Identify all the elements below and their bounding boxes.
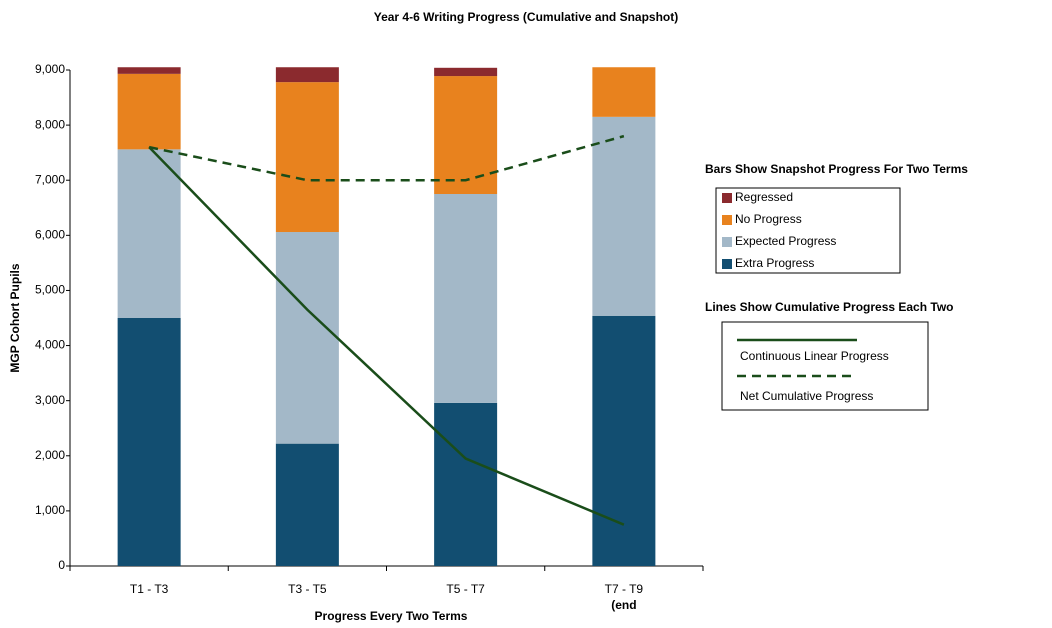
bar-segment (434, 194, 498, 403)
legend-label: Expected Progress (735, 234, 836, 248)
legend-box (721, 321, 929, 411)
bar-segment (592, 67, 656, 117)
bar-segment (592, 116, 656, 316)
chart-title: Year 4-6 Writing Progress (Cumulative an… (374, 10, 679, 24)
bar-segment (275, 232, 339, 444)
x-tick-label: T7 - T9 (end (605, 582, 644, 612)
line (148, 146, 625, 526)
bar-segment (275, 82, 339, 233)
y-tick-label: 3,000 (35, 393, 65, 407)
legend-label: Continuous Linear Progress (740, 349, 889, 363)
legend-label: Net Cumulative Progress (740, 389, 873, 403)
y-tick-label: 6,000 (35, 228, 65, 242)
x-axis-label: Progress Every Two Terms (315, 609, 468, 623)
y-tick-label: 5,000 (35, 283, 65, 297)
legend-box (715, 187, 901, 274)
y-tick-label: 8,000 (35, 117, 65, 131)
bar-segment (434, 402, 498, 566)
bar-segment (117, 318, 181, 566)
legend-label: No Progress (735, 212, 802, 226)
bar-segment (117, 67, 181, 74)
legend-swatch (722, 215, 732, 225)
legend-title: Bars Show Snapshot Progress For Two Term… (705, 162, 968, 176)
x-tick-label: T5 - T7 (446, 582, 485, 596)
y-axis-label: MGP Cohort Pupils (8, 263, 22, 372)
legend-label: Regressed (735, 190, 793, 204)
bar-segment (275, 67, 339, 83)
y-tick-label: 0 (58, 558, 65, 572)
y-tick-label: 1,000 (35, 503, 65, 517)
legend-label: Extra Progress (735, 256, 814, 270)
bar-segment (117, 149, 181, 318)
bar-segment (592, 315, 656, 566)
y-tick-label: 2,000 (35, 448, 65, 462)
y-tick-label: 4,000 (35, 338, 65, 352)
line (148, 134, 625, 182)
y-tick-label: 9,000 (35, 62, 65, 76)
legend-swatch (722, 193, 732, 203)
bar-segment (275, 443, 339, 566)
legend-title: Lines Show Cumulative Progress Each Two (705, 300, 954, 314)
legend-swatch (722, 237, 732, 247)
x-tick-label: T1 - T3 (130, 582, 169, 596)
bar-segment (434, 76, 498, 194)
x-tick-label: T3 - T5 (288, 582, 327, 596)
bar-segment (434, 67, 498, 77)
legend-swatch (722, 259, 732, 269)
bar-segment (117, 73, 181, 150)
y-tick-label: 7,000 (35, 172, 65, 186)
